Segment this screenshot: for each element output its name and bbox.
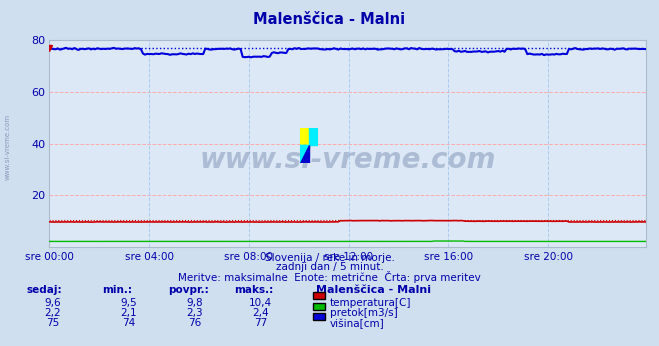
Text: 75: 75 [46, 318, 59, 328]
Text: 9,5: 9,5 [120, 298, 137, 308]
Text: temperatura[C]: temperatura[C] [330, 298, 412, 308]
Bar [300, 128, 309, 145]
Text: zadnji dan / 5 minut.: zadnji dan / 5 minut. [275, 262, 384, 272]
Text: višina[cm]: višina[cm] [330, 318, 385, 329]
Text: 9,8: 9,8 [186, 298, 203, 308]
Text: 74: 74 [122, 318, 135, 328]
Text: Slovenija / reke in morje.: Slovenija / reke in morje. [264, 253, 395, 263]
Polygon shape [300, 145, 309, 163]
Text: 2,3: 2,3 [186, 308, 203, 318]
Text: Malenščica - Malni: Malenščica - Malni [316, 285, 432, 295]
Text: www.si-vreme.com: www.si-vreme.com [5, 114, 11, 180]
Bar [309, 128, 318, 145]
Text: 2,2: 2,2 [44, 308, 61, 318]
Text: 10,4: 10,4 [248, 298, 272, 308]
Text: Meritve: maksimalne  Enote: metrične  Črta: prva meritev: Meritve: maksimalne Enote: metrične Črta… [178, 271, 481, 283]
Text: 9,6: 9,6 [44, 298, 61, 308]
Text: www.si-vreme.com: www.si-vreme.com [200, 146, 496, 174]
Text: 76: 76 [188, 318, 201, 328]
Text: povpr.:: povpr.: [168, 285, 209, 295]
Text: 77: 77 [254, 318, 267, 328]
Text: min.:: min.: [102, 285, 132, 295]
Text: pretok[m3/s]: pretok[m3/s] [330, 308, 398, 318]
Text: Malenščica - Malni: Malenščica - Malni [254, 12, 405, 27]
Text: sedaj:: sedaj: [26, 285, 62, 295]
Polygon shape [300, 145, 309, 163]
Text: 2,4: 2,4 [252, 308, 269, 318]
Text: 2,1: 2,1 [120, 308, 137, 318]
Text: maks.:: maks.: [234, 285, 273, 295]
